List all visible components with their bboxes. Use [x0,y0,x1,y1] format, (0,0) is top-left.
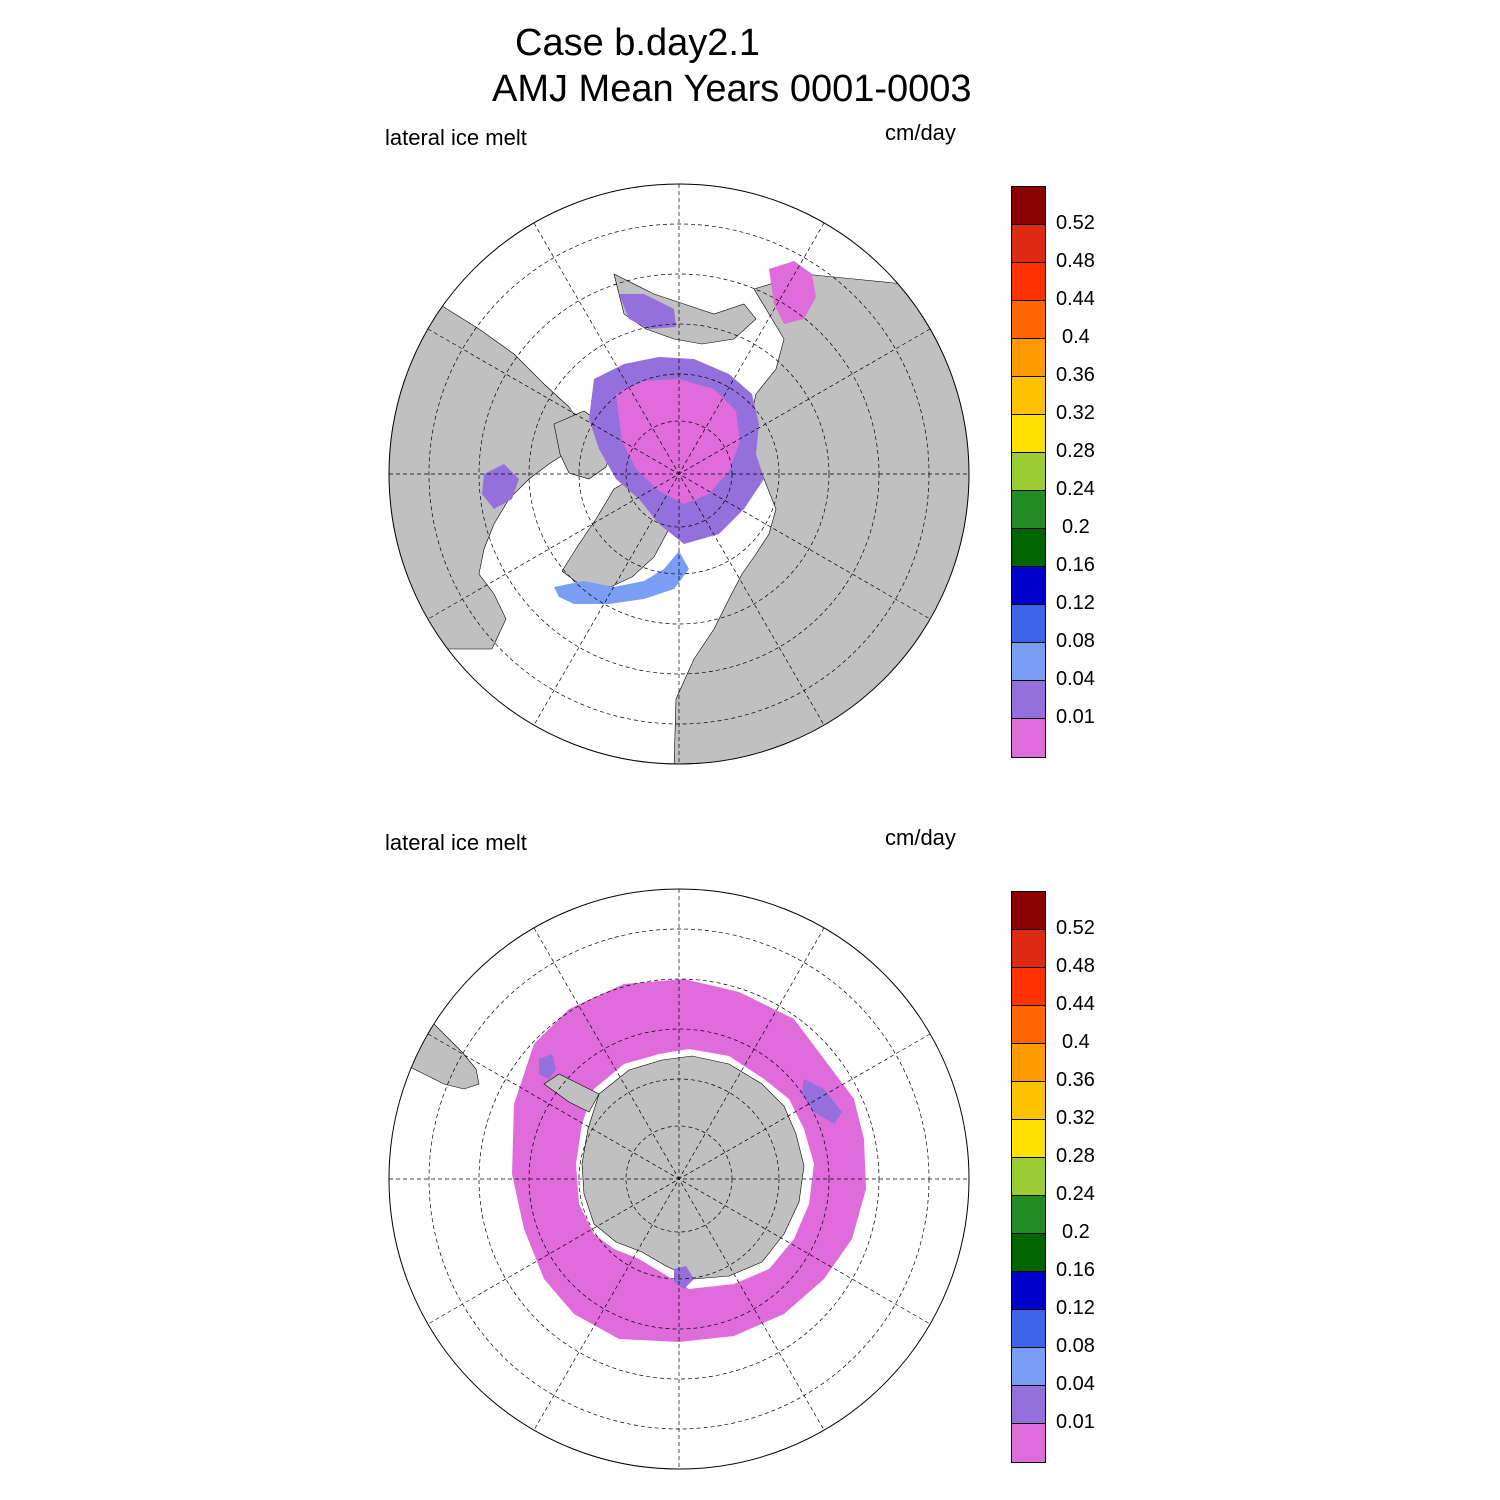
north-variable-label: lateral ice melt [385,125,527,150]
colorbar-tick-label: 0.16 [1056,554,1095,576]
colorbar-segment [1012,1234,1045,1272]
north-sea-ice-05 [619,294,676,329]
colorbar-segment [1012,187,1045,225]
colorbar-segment [1012,719,1045,757]
colorbar-segment [1012,225,1045,263]
colorbar-tick-label: 0.44 [1056,993,1095,1015]
south-sea-ice-03 [802,1079,842,1124]
colorbar-segment [1012,453,1045,491]
colorbar-segment [1012,1006,1045,1044]
north-graticule [389,184,969,764]
south-variable-label: lateral ice melt [385,830,527,855]
colorbar-tick-label: 0.28 [1056,1145,1095,1167]
colorbar-segment [1012,1196,1045,1234]
colorbar-segment [1012,263,1045,301]
colorbar-tick-label: 0.52 [1056,917,1095,939]
colorbar-tick-label: 0.08 [1056,1335,1095,1357]
colorbar-tick-label: 0.28 [1056,440,1095,462]
colorbar-segment [1012,491,1045,529]
north-sea-ice-04 [769,261,816,324]
colorbar-tick-label: 0.12 [1056,592,1095,614]
north-units-label: cm/day [885,120,956,145]
colorbar-segment [1012,1158,1045,1196]
south-sea-ice-ring [512,979,866,1342]
colorbar-tick-label: 0.24 [1056,1183,1095,1205]
colorbar-segment [1012,301,1045,339]
colorbar-tick-label: 0.32 [1056,1107,1095,1129]
colorbar-tick-label: 0.04 [1056,1373,1095,1395]
colorbar-tick-label: 0.44 [1056,288,1095,310]
colorbar-segment [1012,1120,1045,1158]
north-colorbar [1011,186,1046,758]
colorbar-segment [1012,1082,1045,1120]
colorbar-tick-label: 0.4 [1062,1031,1090,1053]
colorbar-segment [1012,605,1045,643]
colorbar-tick-label: 0.24 [1056,478,1095,500]
colorbar-segment [1012,892,1045,930]
colorbar-tick-label: 0.01 [1056,1411,1095,1433]
colorbar-segment [1012,1310,1045,1348]
colorbar-segment [1012,643,1045,681]
colorbar-segment [1012,339,1045,377]
colorbar-tick-label: 0.2 [1062,1221,1090,1243]
colorbar-tick-label: 0.36 [1056,1069,1095,1091]
colorbar-tick-label: 0.48 [1056,250,1095,272]
colorbar-tick-label: 0.48 [1056,955,1095,977]
colorbar-tick-label: 0.32 [1056,402,1095,424]
antarctica-land [581,1055,805,1280]
south-sea-ice-02 [539,1054,556,1079]
colorbar-tick-label: 0.04 [1056,668,1095,690]
antarctic-peninsula-land [543,1073,600,1113]
colorbar-tick-label: 0.01 [1056,706,1095,728]
colorbar-segment [1012,1044,1045,1082]
colorbar-segment [1012,930,1045,968]
north-sea-ice-02 [482,464,519,509]
colorbar-tick-label: 0.12 [1056,1297,1095,1319]
colorbar-segment [1012,1272,1045,1310]
north-polar-panel: lateral ice melt cm/day [0,0,1500,765]
colorbar-segment [1012,681,1045,719]
south-polar-panel: lateral ice melt cm/day [0,705,1500,1470]
plot-title-line1: Case b.day2.1 [515,22,761,64]
colorbar-segment [1012,1424,1045,1462]
colorbar-segment [1012,968,1045,1006]
colorbar-tick-label: 0.2 [1062,516,1090,538]
colorbar-tick-label: 0.36 [1056,364,1095,386]
colorbar-segment [1012,377,1045,415]
north-polar-map [388,183,970,765]
south-colorbar [1011,891,1046,1463]
colorbar-tick-label: 0.52 [1056,212,1095,234]
colorbar-segment [1012,415,1045,453]
colorbar-segment [1012,567,1045,605]
south-units-label: cm/day [885,825,956,850]
colorbar-tick-label: 0.08 [1056,630,1095,652]
colorbar-tick-label: 0.16 [1056,1259,1095,1281]
plot-title-line2: AMJ Mean Years 0001-0003 [492,68,972,110]
colorbar-tick-label: 0.4 [1062,326,1090,348]
colorbar-segment [1012,1386,1045,1424]
north-sea-ice-pink [616,379,740,504]
colorbar-segment [1012,1348,1045,1386]
south-polar-map [388,888,970,1470]
north-sea-ice-03 [554,551,689,604]
colorbar-segment [1012,529,1045,567]
south-graticule [389,889,969,1469]
